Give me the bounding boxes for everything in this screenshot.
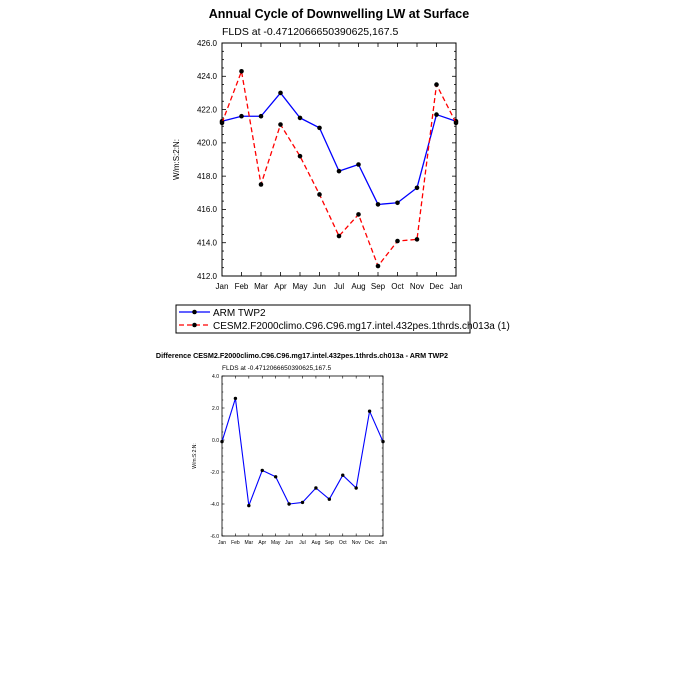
data-point [239,68,244,74]
difference-chart-series [220,396,385,508]
data-point [336,168,342,174]
difference-chart-subtitle: FLDS at -0.4712066650390625,167.5 [222,365,332,372]
main-chart-ticks: 412.0 414.0 416.0 418.0 420.0 422.0 424.0 426.0… [197,39,462,291]
x-tick-label: Mar [254,282,268,291]
y-tick-label: 414.0 [197,239,218,248]
data-point [278,122,283,127]
difference-chart-ticks: -6.0 -4.0 -2.0 0.0 2.0 4.0 Jan Feb Mar Apr May Jun J… [210,374,387,546]
x-tick-label: Jul [299,540,305,546]
x-tick-label: Sep [371,282,386,291]
data-point [327,497,332,501]
data-point [300,500,305,505]
x-tick-label: Dec [429,282,443,291]
data-point [273,475,278,479]
difference-chart-title: Difference CESM2.F2000climo.C96.C96.mg17… [156,351,448,360]
data-point [260,468,264,473]
data-point [414,185,420,191]
legend-marker-cesm [192,322,197,328]
y-tick-label: 412.0 [197,272,218,281]
legend-box [175,304,471,334]
legend-marker-arm [192,309,197,315]
x-tick-label: Apr [274,282,287,291]
data-point [336,233,342,239]
data-point [367,409,372,413]
y-tick-label: 420.0 [197,139,218,148]
main-chart-legend: ARM TWP2 CESM2.F2000climo.C96.C96.mg17.i… [175,304,510,334]
main-chart: Annual Cycle of Downwelling LW at Surfac… [172,7,510,334]
y-tick-label: 0.0 [212,438,219,444]
data-point [395,238,400,244]
data-point [247,503,251,508]
main-chart-title: Annual Cycle of Downwelling LW at Surfac… [209,7,469,21]
data-point [258,182,264,187]
data-point [317,125,322,131]
series-line-1 [221,397,384,507]
data-point [219,120,225,126]
data-point [414,237,420,242]
y-tick-label: -6.0 [210,534,219,540]
x-tick-label: May [292,282,307,291]
y-tick-label: 426.0 [197,39,218,48]
x-tick-label: Oct [391,282,404,291]
y-tick-label: 4.0 [212,374,219,380]
x-tick-label: Feb [231,540,240,546]
data-point [356,212,361,217]
main-chart-subtitle: FLDS at -0.4712066650390625,167.5 [222,26,398,38]
data-point [434,82,439,87]
main-chart-y-label: W/m:S:2:N: [172,139,181,180]
x-tick-label: May [271,540,281,546]
data-point [356,162,361,167]
data-point [453,120,459,126]
y-tick-label: 418.0 [197,172,218,181]
data-point [375,202,381,207]
x-tick-label: Jan [379,540,387,546]
difference-chart: Difference CESM2.F2000climo.C96.C96.mg17… [156,351,448,546]
data-point [278,90,283,96]
y-tick-label: 424.0 [197,72,218,81]
y-tick-label: 422.0 [197,105,218,114]
x-tick-label: Nov [410,282,424,291]
legend-label-arm: ARM TWP2 [213,308,266,319]
data-point [297,115,303,121]
x-tick-label: Jan [450,282,463,291]
y-tick-label: -2.0 [210,470,219,476]
x-tick-label: Jun [313,282,326,291]
x-tick-label: Aug [311,540,320,546]
data-point [314,486,318,490]
data-point [434,112,439,117]
data-point [297,153,303,159]
x-tick-label: Oct [339,540,347,546]
main-chart-series [219,68,459,269]
data-point [287,502,291,506]
data-point [354,486,358,490]
x-tick-label: Nov [352,540,361,546]
y-tick-label: 2.0 [212,406,219,412]
x-tick-label: Jun [285,540,293,546]
difference-chart-plot-frame [221,375,384,537]
data-point [317,192,322,197]
data-point [381,439,385,444]
difference-chart-y-label: W/m:S:2:N: [192,443,198,469]
x-tick-label: Apr [258,540,266,546]
legend-label-cesm: CESM2.F2000climo.C96.C96.mg17.intel.432p… [213,321,510,332]
x-tick-label: Mar [245,540,254,546]
x-tick-label: Jan [216,282,229,291]
data-point [395,200,400,206]
series-line-1 [221,92,457,206]
y-tick-label: -4.0 [210,502,219,508]
x-tick-label: Aug [351,282,365,291]
x-tick-label: Jan [218,540,226,546]
data-point [233,396,238,401]
x-tick-label: Feb [235,282,249,291]
x-tick-label: Dec [365,540,374,546]
data-point [239,113,244,119]
data-point [375,263,381,269]
y-tick-label: 416.0 [197,205,218,214]
x-tick-label: Jul [334,282,344,291]
data-point [341,473,345,477]
data-point [220,439,224,444]
x-tick-label: Sep [325,540,334,546]
data-point [258,113,264,119]
